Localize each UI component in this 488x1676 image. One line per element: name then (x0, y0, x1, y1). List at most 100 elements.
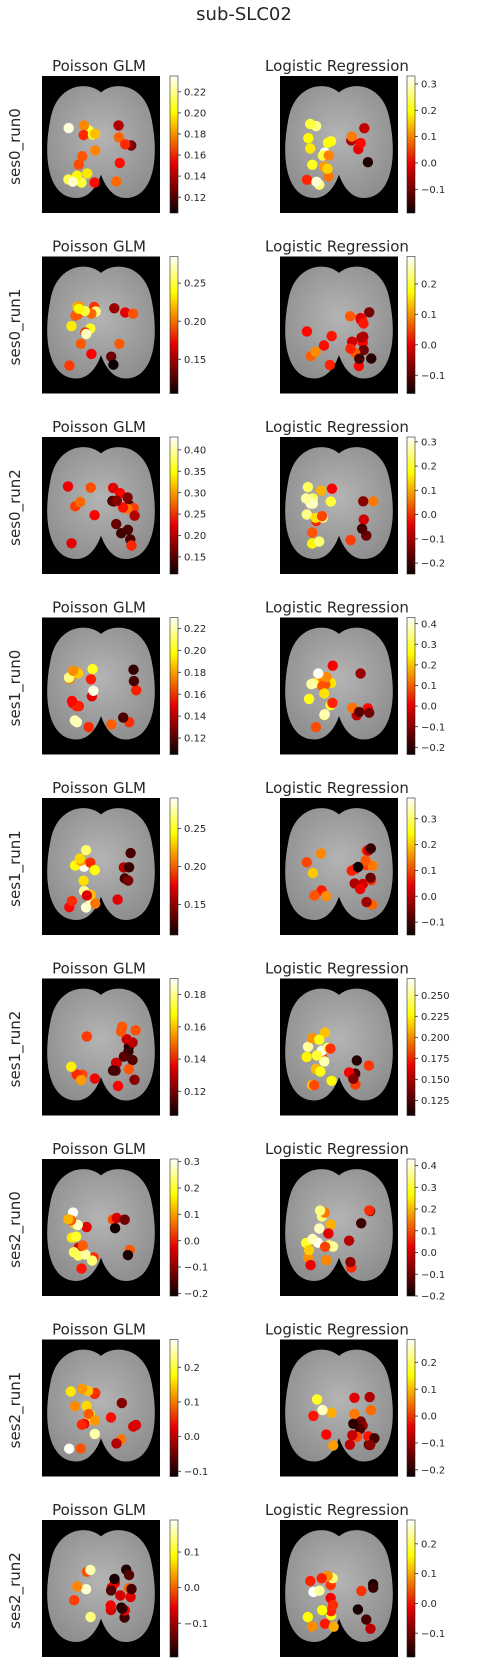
colorbar (406, 256, 416, 394)
activation-patch (307, 159, 318, 170)
colorbar-tick-label: 0.125 (421, 1096, 450, 1107)
activation-patch (364, 1205, 375, 1216)
activation-patch (356, 523, 368, 534)
activation-patch (363, 1060, 375, 1071)
colorbar-tick-label: 0.0 (421, 1412, 437, 1423)
activation-patch (309, 890, 320, 901)
activation-patch (328, 1440, 339, 1451)
activation-patch (306, 678, 317, 690)
activation-patch (65, 1386, 77, 1397)
colorbar-tick-label: 0.25 (184, 279, 206, 290)
activation-patch (89, 510, 100, 521)
colorbar-tick-label: 0.20 (184, 531, 206, 542)
colorbar-tick-label: 0.4 (421, 1161, 437, 1172)
activation-patch (106, 351, 117, 362)
activation-patch (365, 1623, 376, 1635)
activation-patch (128, 675, 140, 687)
activation-patch (348, 1418, 359, 1430)
activation-patch (345, 534, 356, 546)
activation-patch (362, 157, 374, 168)
activation-patch (317, 1605, 328, 1616)
colorbar (406, 1158, 416, 1297)
activation-patch (72, 1581, 83, 1592)
colorbar-tick-label: −0.1 (184, 1263, 208, 1274)
activation-patch (67, 665, 79, 676)
activation-patch (314, 1223, 325, 1234)
activation-patch (82, 168, 93, 179)
activation-patch (109, 1573, 120, 1585)
colorbar-tick-label: 0.0 (421, 1248, 437, 1259)
activation-patch (85, 674, 97, 685)
activation-patch (321, 1255, 332, 1266)
activation-patch (111, 1212, 122, 1224)
colorbar-tick-label: 0.30 (184, 488, 206, 499)
activation-patch (86, 1255, 98, 1266)
activation-patch (301, 174, 313, 185)
activation-patch (302, 481, 314, 493)
activation-patch (69, 1595, 80, 1606)
activation-patch (313, 668, 324, 679)
activation-patch (328, 1621, 339, 1632)
activation-patch (88, 685, 99, 696)
panel-title: Poisson GLM (52, 960, 146, 978)
panel-title: Logistic Regression (265, 238, 409, 256)
activation-patch (77, 151, 88, 162)
colorbar-tick-label: 0.0 (421, 702, 437, 713)
colorbar-tick-label: 0.2 (421, 106, 437, 117)
colorbar (406, 797, 416, 936)
colorbar (169, 978, 179, 1116)
activation-patch (122, 492, 133, 503)
activation-patch (364, 307, 375, 318)
activation-patch (301, 509, 312, 520)
activation-patch (81, 1221, 92, 1233)
activation-patch (131, 685, 142, 696)
panel-title: Logistic Regression (265, 779, 409, 797)
row-label: ses1_run1 (6, 830, 25, 907)
activation-patch (69, 1401, 81, 1412)
colorbar-tick-label: 0.1 (184, 1210, 200, 1221)
activation-patch (322, 163, 333, 174)
activation-patch (311, 1394, 323, 1405)
activation-patch (112, 1080, 124, 1092)
activation-patch (301, 857, 312, 868)
colorbar (169, 1158, 179, 1297)
colorbar-tick-label: 0.20 (184, 646, 206, 657)
activation-patch (321, 1429, 332, 1440)
colorbar-tick-label: 0.2 (421, 462, 437, 473)
activation-patch (317, 1404, 328, 1416)
activation-patch (358, 514, 369, 525)
panel-title: Poisson GLM (52, 779, 146, 797)
activation-patch (117, 1021, 128, 1032)
activation-patch (307, 1233, 318, 1245)
activation-patch (114, 157, 126, 169)
activation-patch (309, 1080, 320, 1091)
activation-patch (305, 143, 316, 154)
activation-patch (305, 1575, 316, 1587)
activation-patch (123, 1569, 135, 1581)
colorbar-tick-label: 0.14 (184, 1055, 206, 1066)
activation-patch (368, 496, 379, 507)
activation-patch (325, 1219, 337, 1230)
activation-patch (327, 697, 338, 709)
activation-patch (326, 1407, 337, 1418)
colorbar-tick-label: 0.2 (184, 1184, 200, 1195)
colorbar-tick-label: 0.1 (184, 1548, 200, 1559)
activation-patch (321, 671, 332, 683)
activation-patch (302, 1611, 313, 1623)
activation-patch (63, 1214, 74, 1225)
colorbar-tick-label: −0.2 (421, 743, 445, 754)
colorbar-tick-label: 0.1 (421, 310, 437, 321)
activation-patch (364, 707, 375, 718)
activation-patch (355, 668, 366, 679)
colorbar-tick-label: 0.2 (184, 1363, 200, 1374)
activation-patch (121, 1034, 132, 1045)
activation-patch (366, 353, 377, 364)
activation-patch (116, 1397, 128, 1409)
activation-patch (319, 688, 330, 699)
activation-patch (113, 132, 125, 143)
activation-patch (90, 898, 101, 909)
panel-title: Poisson GLM (52, 418, 146, 436)
activation-patch (355, 883, 366, 895)
colorbar-tick-label: 0.175 (421, 1054, 450, 1065)
activation-patch (308, 1410, 319, 1422)
